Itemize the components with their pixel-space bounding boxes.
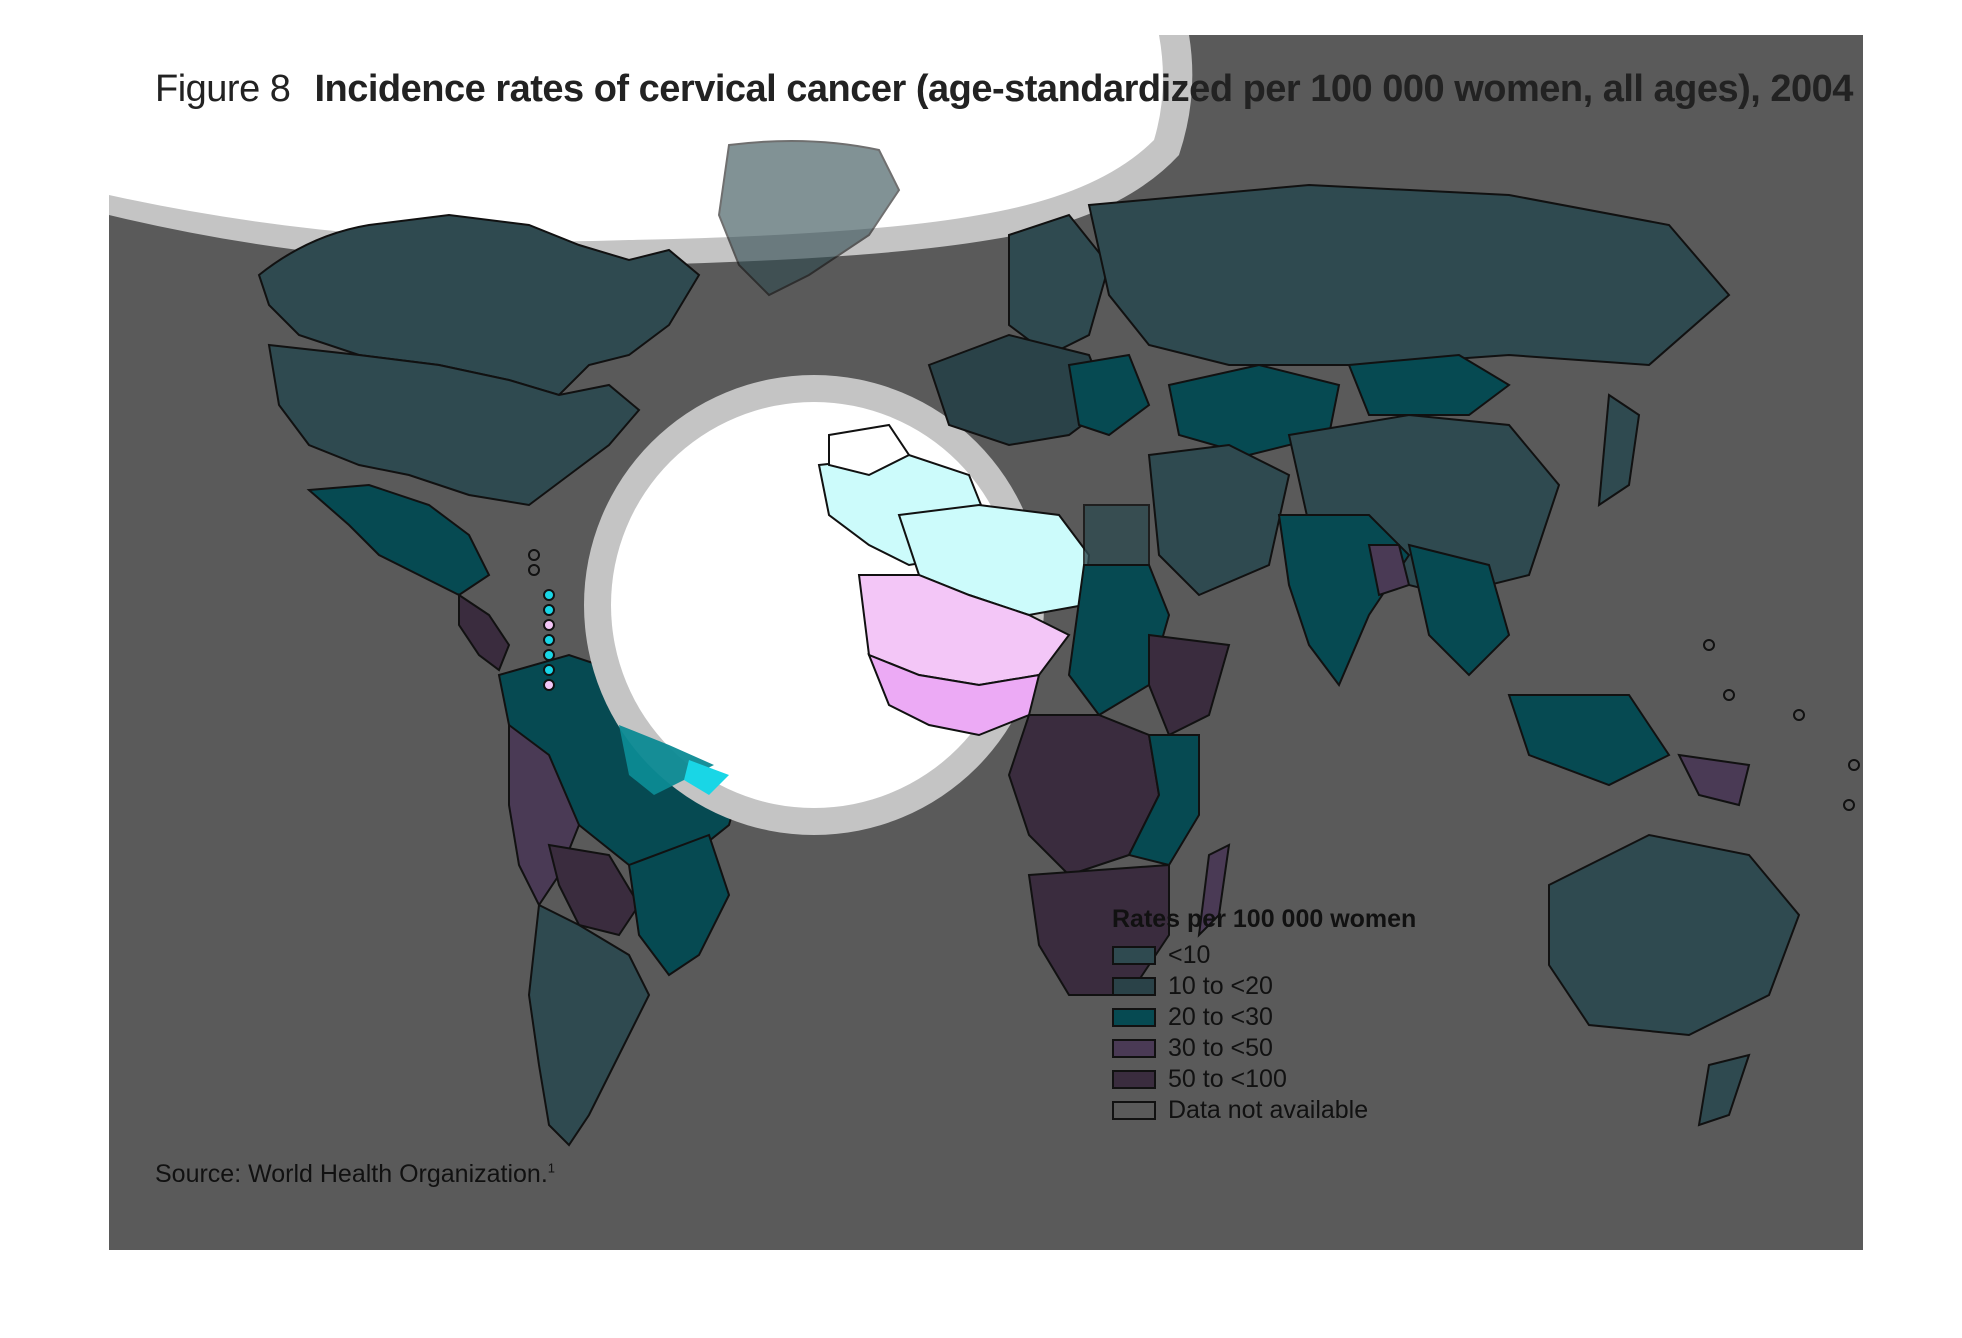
legend-item: 50 to <100: [1112, 1064, 1416, 1095]
legend-item: 30 to <50: [1112, 1033, 1416, 1064]
callout-dot: [543, 679, 555, 691]
legend-label: 50 to <100: [1168, 1065, 1287, 1093]
greenland: [717, 140, 901, 297]
callout-dot: [543, 664, 555, 676]
legend-label: 30 to <50: [1168, 1034, 1273, 1062]
argentina-chile: [527, 903, 651, 1147]
bolivia-peru: [547, 843, 641, 937]
source-footnote: 1: [547, 1160, 556, 1176]
iberia: [828, 423, 911, 477]
island-marker: [1723, 689, 1735, 701]
legend-swatch: [1112, 1070, 1156, 1089]
figure-label: Figure 8: [155, 68, 291, 110]
legend-swatch: [1112, 1101, 1156, 1120]
legend-swatch: [1112, 1039, 1156, 1058]
legend-swatch: [1112, 977, 1156, 996]
island-marker: [1703, 639, 1715, 651]
russia: [1087, 183, 1731, 367]
australia: [1548, 833, 1801, 1037]
egypt: [1083, 504, 1150, 566]
southeast-asia: [1407, 543, 1511, 677]
legend-title: Rates per 100 000 women: [1112, 905, 1417, 933]
bangladesh: [1367, 544, 1411, 597]
horn-of-africa: [1148, 633, 1231, 737]
callout-dot: [543, 634, 555, 646]
map-frame: [109, 35, 1863, 1250]
island-marker: [1848, 759, 1860, 771]
eastern-europe: [1067, 353, 1151, 437]
callout-dot: [543, 649, 555, 661]
scandinavia: [1008, 213, 1111, 357]
brazil-south: [627, 833, 731, 977]
legend-label: Data not available: [1168, 1096, 1369, 1124]
legend-label: <10: [1168, 941, 1211, 969]
source-text: Source: World Health Organization.: [155, 1160, 548, 1188]
indonesia: [1507, 694, 1671, 787]
pacific-islands: [1703, 639, 1860, 811]
island-marker: [1843, 799, 1855, 811]
map-legend: Rates per 100 000 women <10 10 to <20 20…: [1112, 905, 1416, 1126]
source-note: Source: World Health Organization.1: [155, 1160, 555, 1189]
mongolia: [1347, 353, 1511, 416]
legend-item: <10: [1112, 940, 1416, 971]
callout-dot: [543, 589, 555, 601]
japan: [1597, 393, 1641, 507]
figure-title-text: Incidence rates of cervical cancer (age-…: [314, 68, 1853, 110]
island-marker: [1793, 709, 1805, 721]
legend-item: 20 to <30: [1112, 1002, 1416, 1033]
legend-swatch: [1112, 1008, 1156, 1027]
madagascar: [1197, 843, 1231, 938]
callout-dot: [543, 604, 555, 616]
legend-swatch: [1112, 946, 1156, 965]
legend-label: 10 to <20: [1168, 972, 1273, 1000]
middle-east: [1147, 443, 1291, 597]
legend-item: Data not available: [1112, 1095, 1416, 1126]
central-america: [458, 593, 511, 672]
legend-item: 10 to <20: [1112, 971, 1416, 1002]
india: [1277, 514, 1411, 687]
legend-label: 20 to <30: [1168, 1003, 1273, 1031]
figure-title: Figure 8 Incidence rates of cervical can…: [155, 68, 1853, 111]
usa: [267, 343, 641, 507]
callout-dot: [543, 619, 555, 631]
mexico: [306, 483, 491, 597]
callout-dot: [528, 549, 540, 561]
guiana-cyan: [684, 760, 729, 795]
caribbean-callouts: [528, 549, 555, 691]
callout-dot: [528, 564, 540, 576]
world-map: [109, 35, 1860, 1147]
papua: [1677, 753, 1751, 807]
guiana-highlight: [619, 725, 714, 795]
new-zealand: [1697, 1053, 1751, 1127]
